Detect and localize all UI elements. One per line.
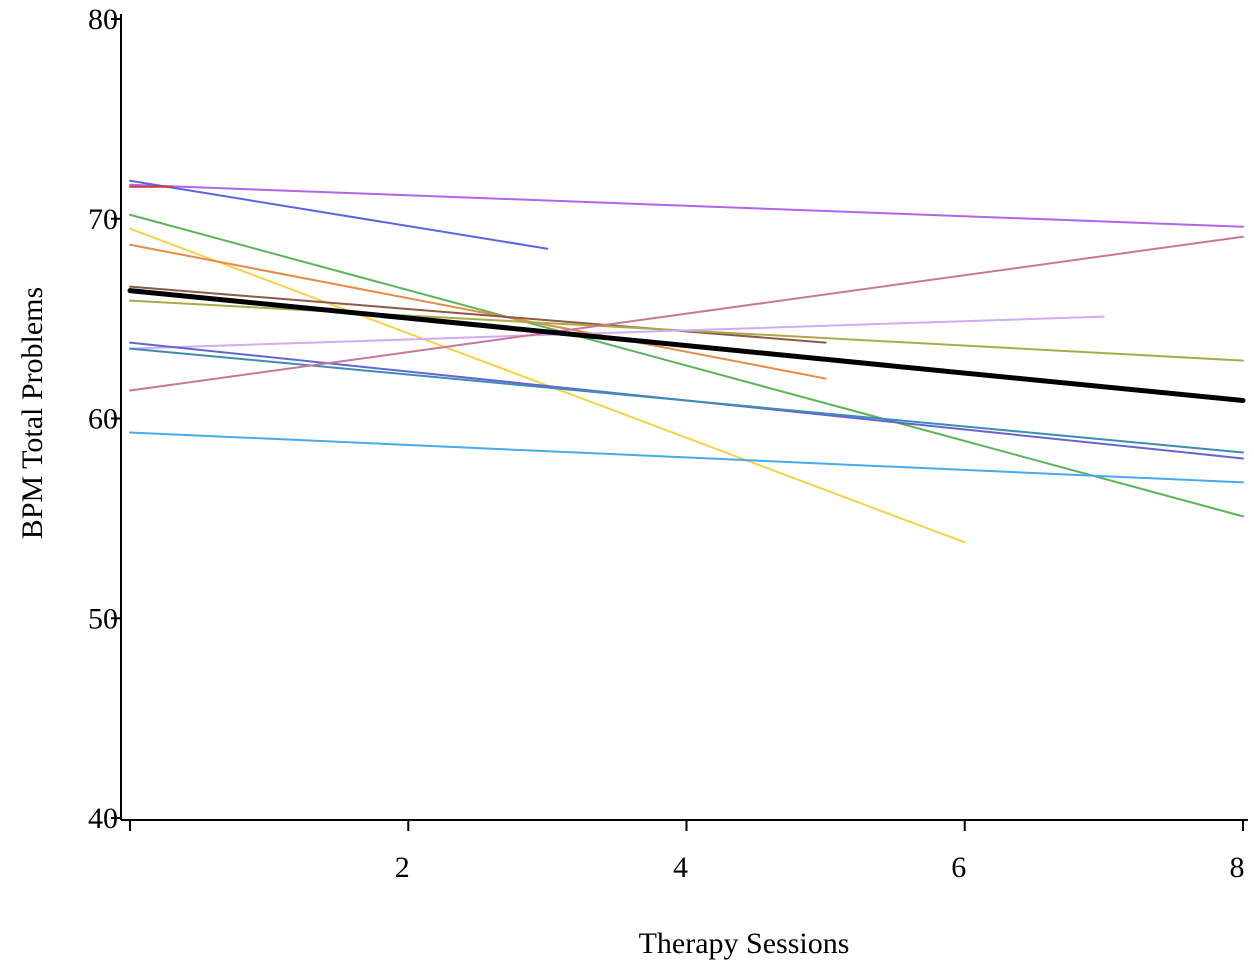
series-line-13 (129, 431, 1244, 484)
x-tick-label: 2 (395, 851, 410, 884)
axes (120, 14, 1248, 821)
x-tick-label: 8 (1230, 851, 1245, 884)
y-tick-label: 50 (88, 602, 118, 635)
y-tick-label: 60 (88, 403, 118, 436)
series-line-2 (129, 179, 549, 250)
series-lines (127, 179, 1246, 544)
series-line-9 (129, 315, 1105, 350)
x-ticks: 2 4 6 8 (129, 820, 1245, 884)
series-line-12 (129, 235, 1244, 392)
y-ticks: 40 50 60 70 80 (88, 3, 121, 835)
x-tick-label: 6 (951, 851, 966, 884)
y-tick-label: 40 (88, 802, 118, 835)
series-line-6 (129, 243, 827, 380)
series-line-1 (129, 183, 1244, 228)
y-tick-label: 80 (88, 3, 118, 36)
x-axis-title: Therapy Sessions (639, 927, 850, 960)
series-line-4 (129, 213, 1244, 518)
x-tick-label: 4 (673, 851, 688, 884)
y-axis-title: BPM Total Problems (16, 287, 49, 539)
series-line-7 (129, 285, 827, 344)
series-line-overall (127, 288, 1246, 404)
y-tick-label: 70 (88, 203, 118, 236)
